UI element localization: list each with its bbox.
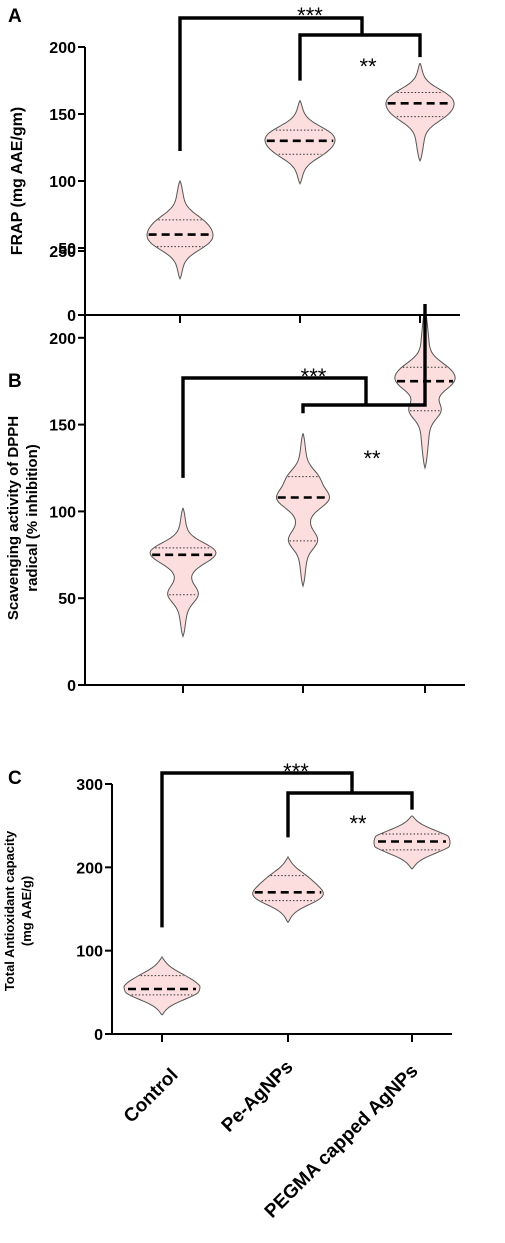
significance-label: ***	[301, 364, 327, 389]
bracket-pair	[298, 33, 422, 81]
y-tick-label: 100	[76, 944, 103, 961]
violin-3	[373, 815, 451, 870]
violin-body	[252, 855, 324, 924]
violin-body	[385, 62, 455, 163]
violin-1	[123, 955, 201, 1016]
significance-label: ***	[297, 3, 323, 28]
significance-label: **	[363, 446, 381, 471]
panel-letter: A	[8, 6, 22, 27]
violin-3	[385, 62, 455, 163]
panel-letter: C	[8, 768, 22, 789]
y-tick-label: 150	[49, 107, 76, 124]
significance-label: **	[359, 54, 377, 79]
violin-body	[149, 507, 217, 638]
y-tick-label: 250	[49, 244, 76, 261]
bracket-all	[160, 771, 354, 928]
violin-1	[146, 179, 214, 281]
panel-c: C 0 100 200 300 Total Antioxidant capacity (mg…	[2, 759, 452, 1222]
y-tick-label: 300	[76, 777, 103, 794]
violin-2	[252, 855, 324, 924]
significance-label: ***	[283, 759, 309, 784]
violin-2	[275, 433, 331, 588]
significance-label: **	[349, 811, 367, 836]
y-tick-label: 100	[49, 504, 76, 521]
panel-b: B 0 50 100 150 200 250 Scavenging activity of D…	[5, 244, 465, 695]
y-tick-label: 50	[58, 591, 76, 608]
violin-1	[149, 507, 217, 638]
y-tick-label: 0	[67, 678, 76, 695]
category-label: Control	[120, 1065, 183, 1128]
y-tick-label: 0	[94, 1027, 103, 1044]
bracket-all	[178, 16, 364, 151]
y-axis-label: Total Antioxidant capacity (mg AAE/g)	[2, 830, 34, 991]
violin-2	[264, 99, 336, 185]
category-label: Pe-AgNPs	[218, 1057, 298, 1137]
y-tick-label: 50	[58, 241, 76, 258]
y-tick-label: 150	[49, 418, 76, 435]
violin-body	[264, 99, 336, 185]
y-axis-label: Scavenging activity of DPPH radical (% in…	[5, 416, 41, 620]
violin-body	[123, 955, 201, 1016]
y-tick-label: 200	[49, 40, 76, 57]
y-tick-label: 200	[49, 331, 76, 348]
panel-letter: B	[8, 371, 22, 392]
y-axis-label: FRAP (mg AAE/gm)	[9, 107, 26, 255]
y-tick-label: 0	[67, 308, 76, 325]
y-tick-label: 200	[76, 860, 103, 877]
violin-body	[146, 179, 214, 281]
bracket-pair	[301, 304, 427, 414]
category-label: PEGMA capped AgNPs	[261, 1061, 423, 1223]
bracket-all	[181, 376, 368, 478]
violin-body	[275, 433, 331, 588]
bracket-pair	[286, 791, 414, 838]
y-tick-label: 100	[49, 174, 76, 191]
